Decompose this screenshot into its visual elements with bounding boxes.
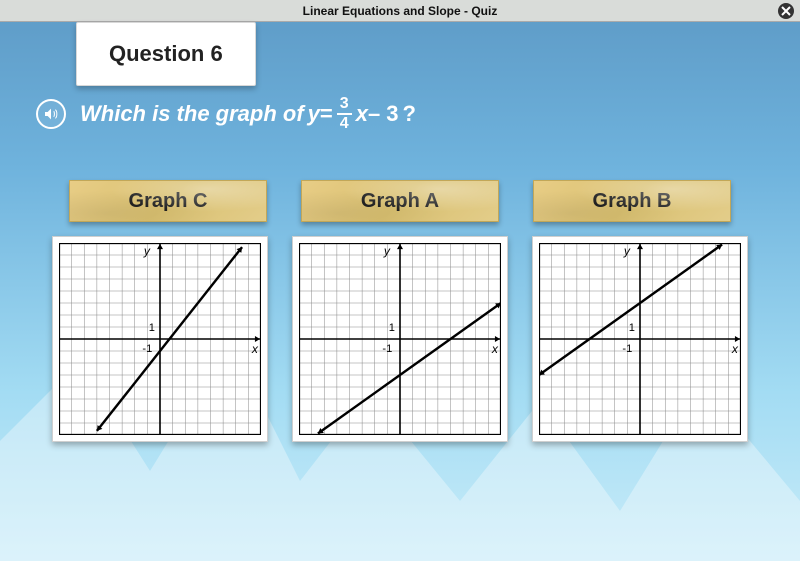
option-graph-b[interactable]: Graph B (533, 180, 731, 222)
eq-equals: = (320, 101, 333, 127)
svg-text:1: 1 (389, 322, 395, 334)
eq-tail: – 3 (368, 101, 399, 127)
svg-text:y: y (623, 244, 631, 258)
graph-card-c[interactable]: y x 1 -1 (52, 236, 268, 442)
svg-text:y: y (383, 244, 391, 258)
close-icon (781, 6, 791, 16)
question-text: Which is the graph of y = 3 4 x – 3 ? (80, 96, 416, 132)
speaker-icon (43, 106, 59, 122)
graph-card-a[interactable]: y x 1 -1 (292, 236, 508, 442)
graph-b-svg: y x 1 -1 (539, 243, 741, 435)
svg-text:1: 1 (629, 322, 635, 334)
svg-text:-1: -1 (382, 343, 392, 355)
question-tab: Question 6 (76, 22, 256, 86)
option-graph-c[interactable]: Graph C (69, 180, 267, 222)
question-number: Question 6 (109, 41, 223, 66)
question-row: Which is the graph of y = 3 4 x – 3 ? (36, 96, 416, 132)
audio-button[interactable] (36, 99, 66, 129)
option-label-text: Graph B (593, 190, 672, 213)
svg-text:x: x (491, 342, 499, 356)
graph-card-b[interactable]: y x 1 -1 (532, 236, 748, 442)
titlebar: Linear Equations and Slope - Quiz (0, 0, 800, 22)
option-label-text: Graph A (361, 190, 439, 213)
svg-text:y: y (143, 244, 151, 258)
graphs-row: y x 1 -1 y x 1 -1 y x 1 -1 (0, 236, 800, 442)
option-label-text: Graph C (129, 190, 208, 213)
titlebar-text: Linear Equations and Slope - Quiz (303, 4, 498, 18)
svg-text:x: x (251, 342, 259, 356)
question-prefix: Which is the graph of (80, 101, 304, 127)
svg-text:1: 1 (149, 322, 155, 334)
equation: y = 3 4 x – 3 (308, 96, 399, 132)
eq-frac-den: 4 (340, 115, 349, 132)
option-graph-a[interactable]: Graph A (301, 180, 499, 222)
eq-y: y (308, 101, 320, 127)
quiz-page: Linear Equations and Slope - Quiz Questi… (0, 0, 800, 561)
svg-text:x: x (731, 342, 739, 356)
svg-text:-1: -1 (142, 343, 152, 355)
eq-fraction: 3 4 (337, 96, 352, 132)
graph-a-svg: y x 1 -1 (299, 243, 501, 435)
eq-x: x (356, 101, 368, 127)
close-button[interactable] (778, 3, 794, 19)
question-suffix: ? (403, 101, 416, 127)
options-row: Graph C Graph A Graph B (0, 180, 800, 222)
graph-c-svg: y x 1 -1 (59, 243, 261, 435)
svg-text:-1: -1 (622, 343, 632, 355)
eq-frac-num: 3 (337, 96, 352, 115)
